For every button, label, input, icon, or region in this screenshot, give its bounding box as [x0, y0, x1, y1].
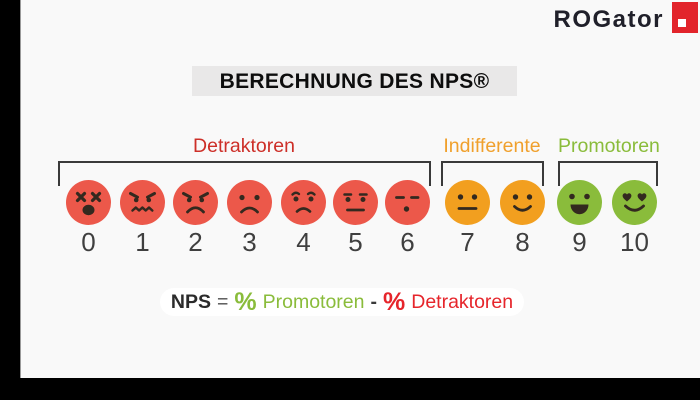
- emoji-face-laughing: [557, 180, 602, 225]
- group-label-detraktoren: Detraktoren: [193, 135, 295, 157]
- rogator-logo-mark: [672, 2, 698, 33]
- rogator-logo-text: ROGator: [553, 6, 664, 33]
- scale-number-4: 4: [296, 227, 311, 257]
- scale-number-9: 9: [572, 227, 587, 257]
- group-label-promotoren: Promotoren: [558, 135, 660, 157]
- rogator-logo-mark-inner-square: [678, 19, 686, 27]
- emoji-face-slight-smile: [500, 180, 545, 225]
- scale-number-7: 7: [460, 227, 475, 257]
- emoji-face-worried: [281, 180, 326, 225]
- bottom-border-bar: [0, 378, 700, 400]
- nps-formula: NPS =% Promotoren -% Detraktoren: [160, 288, 524, 316]
- scale-number-3: 3: [242, 227, 257, 257]
- page-title: BERECHNUNG DES NPS®: [192, 66, 517, 96]
- emoji-face-sad: [227, 180, 272, 225]
- bracket-detraktoren: [58, 161, 431, 186]
- scale-number-8: 8: [515, 227, 530, 257]
- scale-number-5: 5: [348, 227, 363, 257]
- left-border-bar: [0, 0, 21, 400]
- bracket-promotoren: [558, 161, 658, 186]
- emoji-face-angry-grimace: [120, 180, 165, 225]
- scale-number-0: 0: [81, 227, 96, 257]
- scale-number-1: 1: [135, 227, 150, 257]
- formula-part-detractors: Detraktoren: [411, 290, 514, 313]
- emoji-face-unamused: [333, 180, 378, 225]
- emoji-face-neutral: [445, 180, 490, 225]
- bracket-indifferente: [441, 161, 544, 186]
- formula-part-promoters: Promotoren: [262, 290, 365, 313]
- formula-part-promoters-percent: %: [234, 287, 257, 316]
- formula-part-nps: NPS: [170, 290, 211, 313]
- emoji-face-heart-eyes: [612, 180, 657, 225]
- group-label-indifferente: Indifferente: [443, 135, 541, 157]
- emoji-face-dizzy: [66, 180, 111, 225]
- formula-part-detractors-percent: %: [383, 287, 406, 316]
- scale-number-10: 10: [620, 227, 649, 257]
- scale-number-6: 6: [400, 227, 415, 257]
- emoji-face-angry-frown: [173, 180, 218, 225]
- emoji-face-sigh: [385, 180, 430, 225]
- scale-number-2: 2: [188, 227, 203, 257]
- formula-part-equals: =: [216, 290, 229, 313]
- formula-part-minus: -: [370, 290, 378, 313]
